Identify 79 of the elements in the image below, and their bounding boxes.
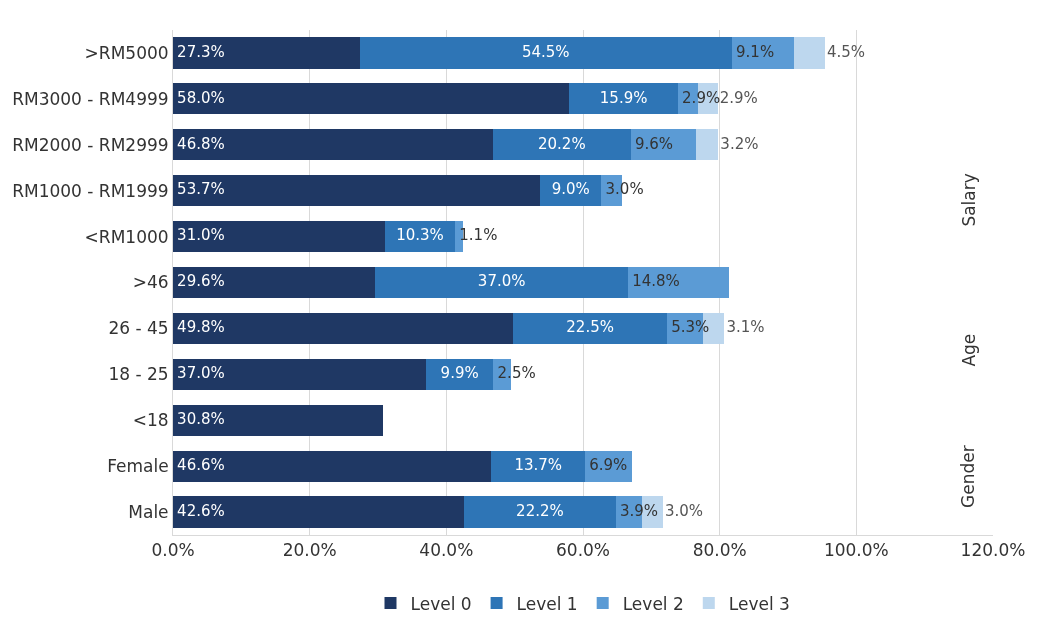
bar <box>173 404 384 436</box>
x-tick-label: 100.0% <box>823 540 889 561</box>
bar <box>173 83 570 115</box>
bar <box>173 358 426 390</box>
data-label: 37.0% <box>177 364 225 383</box>
bar <box>696 129 719 161</box>
bar <box>173 266 376 299</box>
x-tick-label: 20.0% <box>282 540 337 561</box>
annotation: Salary <box>958 173 979 227</box>
data-label: 22.2% <box>516 501 564 520</box>
y-tick-label: >RM5000 <box>84 42 169 63</box>
bar <box>794 37 825 69</box>
data-label: 3.2% <box>720 134 759 153</box>
y-tick-label: 26 - 45 <box>108 318 169 339</box>
bar <box>173 450 492 482</box>
data-label: 3.0% <box>665 501 704 520</box>
bar <box>569 83 678 115</box>
data-label: 29.6% <box>177 272 225 291</box>
y-tick-label: RM3000 - RM4999 <box>12 88 169 109</box>
x-tick-label: 40.0% <box>419 540 474 561</box>
bar <box>173 496 465 528</box>
y-tick-label: RM2000 - RM2999 <box>12 134 169 155</box>
bar <box>455 220 463 253</box>
annotation: Age <box>958 333 979 367</box>
data-label: 9.6% <box>634 134 674 153</box>
y-tick-label: >46 <box>132 272 169 293</box>
bar <box>464 496 616 528</box>
data-label: 53.7% <box>177 180 225 199</box>
bar <box>173 129 493 161</box>
x-tick-label: 120.0% <box>960 540 1026 561</box>
y-tick-label: Female <box>107 456 169 477</box>
data-label: 46.6% <box>177 455 225 474</box>
bar <box>731 37 795 69</box>
bar <box>173 312 514 345</box>
x-tick-label: 60.0% <box>555 540 611 561</box>
data-label: 49.8% <box>177 318 225 337</box>
data-label: 9.9% <box>440 364 479 383</box>
y-tick-label: <RM1000 <box>84 226 169 247</box>
legend-label: Level 2 <box>622 593 684 614</box>
data-label: 2.9% <box>682 88 721 107</box>
bar <box>513 312 668 345</box>
bar <box>628 266 730 299</box>
data-label: 46.8% <box>177 134 225 153</box>
data-label: 15.9% <box>599 88 648 107</box>
data-label: 27.3% <box>177 42 225 61</box>
bar <box>359 37 732 69</box>
data-label: 14.8% <box>632 272 680 291</box>
data-label: 6.9% <box>589 455 628 474</box>
data-label: 31.0% <box>177 226 225 245</box>
y-tick-label: Male <box>128 502 169 522</box>
bar <box>173 37 360 69</box>
data-label: 22.5% <box>566 318 614 337</box>
data-label: 58.0% <box>177 88 225 107</box>
data-label: 37.0% <box>477 272 526 291</box>
bar <box>173 175 540 207</box>
data-label: 10.3% <box>396 226 444 245</box>
data-label: 13.7% <box>514 455 563 474</box>
data-label: 42.6% <box>177 501 225 520</box>
y-tick-label: <18 <box>132 410 169 431</box>
x-tick-label: 0.0% <box>151 540 195 561</box>
bar <box>491 450 586 482</box>
legend-label: Level 1 <box>516 593 578 614</box>
bar <box>375 266 629 299</box>
x-tick-label: 80.0% <box>692 540 747 561</box>
data-label: 9.0% <box>551 180 590 199</box>
legend-label: Level 0 <box>410 593 472 614</box>
bar <box>492 129 631 161</box>
y-tick-label: 18 - 25 <box>108 364 169 385</box>
data-label: 54.5% <box>521 42 570 61</box>
data-label: 20.2% <box>537 134 586 153</box>
data-label: 4.5% <box>826 42 866 61</box>
annotation: Gender <box>958 445 979 508</box>
data-label: 3.1% <box>726 318 765 337</box>
y-tick-label: RM1000 - RM1999 <box>12 180 169 201</box>
legend-label: Level 3 <box>728 593 790 614</box>
data-label: 9.1% <box>736 42 775 61</box>
data-label: 2.9% <box>719 88 758 107</box>
bar <box>173 220 385 253</box>
data-label: 30.8% <box>177 409 225 428</box>
